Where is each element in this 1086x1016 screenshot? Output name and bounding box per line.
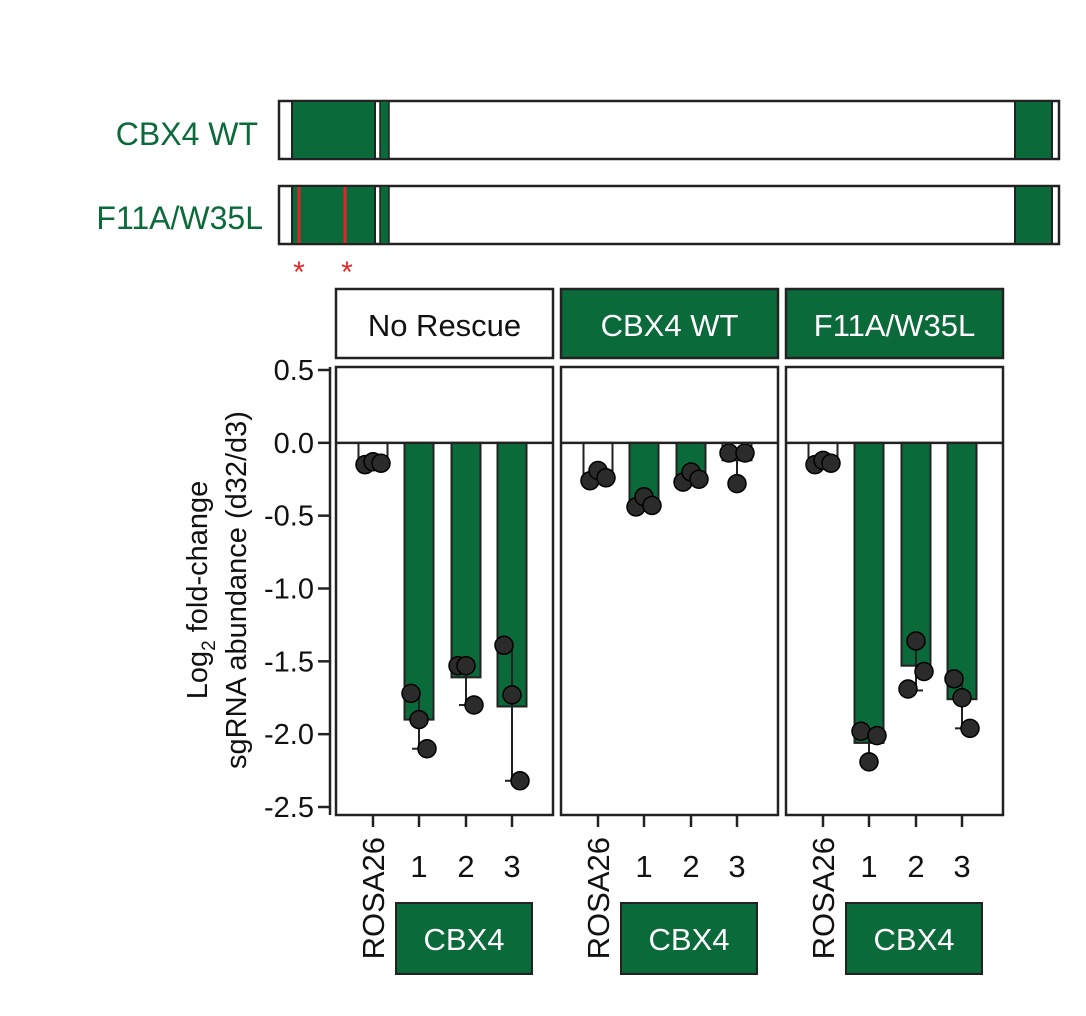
bar xyxy=(853,441,885,744)
panel-title: CBX4 WT xyxy=(601,308,739,343)
x-tick-label: 1 xyxy=(410,849,427,884)
y-axis-label-line1: Log2 fold-change xyxy=(182,481,220,700)
panel-3: F11A/W35L ROSA26 1 2 3 CBX4 xyxy=(784,287,1005,975)
wt-protein-frame xyxy=(277,99,1061,161)
panel-header-box xyxy=(559,287,780,360)
x-tick-label: ROSA26 xyxy=(581,837,616,959)
bar xyxy=(450,441,482,679)
data-point xyxy=(821,453,841,473)
y-tick-label: -2.5 xyxy=(264,792,314,824)
x-tick-label: 3 xyxy=(728,849,745,884)
panel-frame xyxy=(334,365,555,817)
bar-group xyxy=(448,441,484,715)
group-label-box xyxy=(395,902,533,975)
data-point xyxy=(401,683,421,704)
mutation-star-w35l: * xyxy=(341,256,353,289)
panel-header-box xyxy=(334,287,555,360)
bar xyxy=(403,441,435,721)
data-point xyxy=(906,631,926,651)
data-point xyxy=(952,688,972,708)
data-point xyxy=(642,495,662,516)
data-point xyxy=(371,453,391,473)
data-point xyxy=(914,661,934,682)
mut-c-terminal-box xyxy=(1014,185,1053,245)
y-tick-label: -1.0 xyxy=(264,574,314,606)
data-point xyxy=(851,721,871,742)
x-tick-label: 1 xyxy=(860,849,877,884)
bar-group xyxy=(851,441,887,772)
mut-protein-frame xyxy=(277,184,1061,246)
y-axis-label-subscript: 2 xyxy=(199,640,220,651)
data-point xyxy=(502,685,522,705)
data-point xyxy=(409,709,429,730)
panel-header-box xyxy=(784,287,1005,360)
mut-label: F11A/W35L xyxy=(96,200,263,236)
wt-c-terminal-box xyxy=(1014,100,1053,160)
x-tick-label: ROSA26 xyxy=(356,837,391,959)
bar-group xyxy=(401,441,437,759)
data-point xyxy=(867,725,887,746)
y-axis-label-line2: sgRNA abundance (d32/d3) xyxy=(221,411,253,769)
bar-group xyxy=(626,441,662,517)
data-point xyxy=(456,655,476,676)
x-tick-label: 1 xyxy=(635,849,652,884)
panel-title: F11A/W35L xyxy=(814,308,975,343)
y-axis-title: Log2 fold-change sgRNA abundance (d32/d3… xyxy=(182,411,253,769)
panel-1: No Rescue ROSA26 1 2 3 CBX4 xyxy=(334,287,555,975)
y-tick-label: 0.5 xyxy=(274,355,314,387)
bar-group xyxy=(580,441,616,491)
y-axis: 0.5 0.0 -0.5 -1.0 -1.5 -2.0 -2.5 xyxy=(264,355,332,824)
panel-frame xyxy=(784,365,1005,817)
bar-group xyxy=(898,441,934,699)
data-point xyxy=(898,679,918,699)
group-label: CBX4 xyxy=(424,922,505,957)
mut-chromodomain xyxy=(291,185,376,245)
wt-chromodomain xyxy=(291,100,376,160)
bar-group xyxy=(355,441,391,475)
x-tick-label: 3 xyxy=(503,849,520,884)
data-point xyxy=(960,718,980,739)
data-point xyxy=(735,443,755,463)
mut-protein-bar xyxy=(277,184,1061,246)
y-tick-label: -0.5 xyxy=(264,501,314,533)
wt-domain-edge xyxy=(379,100,390,160)
wt-label: CBX4 WT xyxy=(116,116,258,152)
bar-group xyxy=(944,441,980,739)
y-tick-label: 0.0 xyxy=(274,428,314,460)
bar xyxy=(946,441,978,701)
mut-domain-edge xyxy=(379,185,390,245)
data-point xyxy=(494,635,514,656)
x-tick-label: 2 xyxy=(457,849,474,884)
x-tick-label: 2 xyxy=(907,849,924,884)
protein-diagrams: CBX4 WT F11A/W35L * * xyxy=(96,99,1061,289)
panel-frame xyxy=(559,365,780,817)
x-tick-label: 2 xyxy=(682,849,699,884)
group-label: CBX4 xyxy=(649,922,730,957)
group-label: CBX4 xyxy=(874,922,955,957)
data-point xyxy=(944,669,964,689)
bar-group xyxy=(494,441,530,791)
group-label-box xyxy=(845,902,983,975)
data-point xyxy=(859,752,879,772)
wt-protein-bar xyxy=(277,99,1061,161)
bar-group xyxy=(719,441,755,494)
data-point xyxy=(689,469,709,489)
y-tick-label: -1.5 xyxy=(264,646,314,678)
x-tick-label: ROSA26 xyxy=(806,837,841,959)
data-point xyxy=(464,695,484,715)
bar-group xyxy=(673,441,709,492)
group-label-box xyxy=(620,902,758,975)
data-point xyxy=(417,738,437,759)
data-point xyxy=(727,473,747,494)
mutation-star-f11a: * xyxy=(293,256,305,289)
data-point xyxy=(510,771,530,791)
bar-group xyxy=(805,441,841,475)
data-point xyxy=(596,468,616,488)
panel-title: No Rescue xyxy=(368,308,521,343)
y-tick-label: -2.0 xyxy=(264,719,314,751)
x-tick-label: 3 xyxy=(953,849,970,884)
panel-2: CBX4 WT ROSA26 1 2 3 CBX4 xyxy=(559,287,780,975)
